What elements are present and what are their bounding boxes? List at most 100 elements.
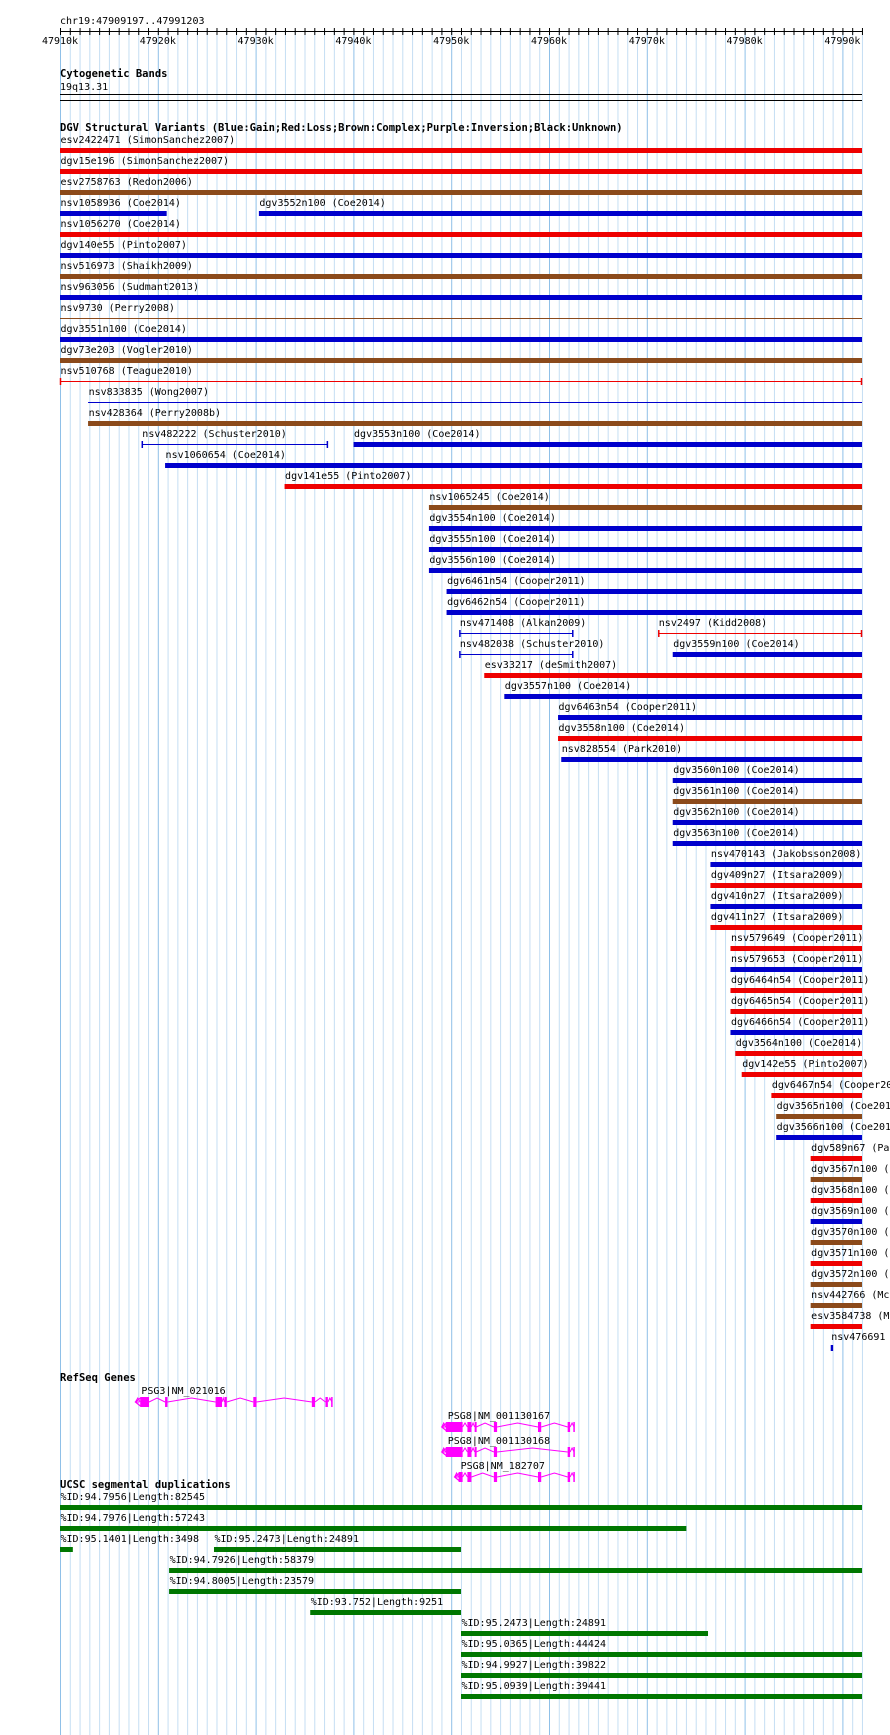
- dgv-variant-bar: [776, 1114, 862, 1119]
- dgv-variant-label: dgv73e203 (Vogler2010): [61, 345, 193, 356]
- dgv-variant[interactable]: dgv3555n100 (Coe2014): [428, 534, 862, 552]
- gene-exon: [537, 1422, 542, 1432]
- dgv-variant[interactable]: nsv442766 (Mc: [810, 1290, 890, 1308]
- dgv-variant[interactable]: dgv409n27 (Itsara2009): [710, 870, 862, 888]
- dgv-variant[interactable]: nsv579653 (Cooper2011): [730, 954, 863, 972]
- dgv-variant[interactable]: nsv482038 (Schuster2010): [459, 639, 604, 658]
- segdup-feature[interactable]: %ID:94.9927|Length:39822: [461, 1660, 862, 1678]
- gene-intron: [441, 1421, 575, 1428]
- segdup-feature[interactable]: %ID:94.8005|Length:23579: [169, 1576, 461, 1594]
- dgv-variant[interactable]: dgv589n67 (Par: [810, 1143, 890, 1161]
- dgv-variant[interactable]: dgv3560n100 (Coe2014): [672, 765, 862, 783]
- dgv-variant-bar: [730, 988, 862, 993]
- dgv-variant[interactable]: dgv3551n100 (Coe2014): [60, 324, 862, 342]
- gene-label: PSG3|NM_021016: [141, 1386, 225, 1397]
- dgv-variant[interactable]: dgv3553n100 (Coe2014): [353, 429, 862, 447]
- dgv-variant[interactable]: nsv471408 (Alkan2009): [459, 618, 586, 637]
- dgv-variant[interactable]: dgv140e55 (Pinto2007): [60, 240, 862, 258]
- segdup-feature[interactable]: %ID:95.1401|Length:3498: [60, 1534, 199, 1552]
- dgv-variant[interactable]: dgv3565n100 (Coe201: [776, 1101, 890, 1119]
- dgv-variant[interactable]: dgv73e203 (Vogler2010): [60, 345, 862, 363]
- dgv-variant[interactable]: nsv579649 (Cooper2011): [730, 933, 863, 951]
- dgv-variant[interactable]: nsv1058936 (Coe2014): [60, 198, 181, 216]
- dgv-variant-label: dgv3561n100 (Coe2014): [673, 786, 799, 797]
- dgv-variant[interactable]: esv2422471 (SimonSanchez2007): [60, 135, 862, 153]
- segdup-feature[interactable]: %ID:93.752|Length:9251: [310, 1597, 461, 1615]
- dgv-variant[interactable]: dgv3556n100 (Coe2014): [428, 555, 862, 573]
- dgv-variant[interactable]: dgv142e55 (Pinto2007): [741, 1059, 869, 1077]
- dgv-variant-label: dgv141e55 (Pinto2007): [285, 471, 411, 482]
- dgv-variant[interactable]: esv33217 (deSmith2007): [484, 660, 862, 678]
- dgv-variant[interactable]: nsv516973 (Shaikh2009): [60, 261, 862, 279]
- gene-exon: [445, 1422, 463, 1432]
- dgv-variant[interactable]: dgv6462n54 (Cooper2011): [446, 597, 862, 615]
- dgv-variant[interactable]: nsv476691: [830, 1332, 886, 1351]
- dgv-variant[interactable]: nsv470143 (Jakobsson2008): [710, 849, 862, 867]
- refseq-gene[interactable]: PSG8|NM_001130167: [440, 1411, 575, 1432]
- dgv-variant[interactable]: dgv15e196 (SimonSanchez2007): [60, 156, 862, 174]
- dgv-variant[interactable]: dgv3570n100 (: [810, 1227, 890, 1245]
- dgv-variant[interactable]: esv2758763 (Redon2006): [60, 177, 862, 195]
- segdup-feature[interactable]: %ID:94.7926|Length:58379: [169, 1555, 862, 1573]
- dgv-variant[interactable]: dgv3558n100 (Coe2014): [558, 723, 862, 741]
- dgv-variant[interactable]: dgv3561n100 (Coe2014): [672, 786, 862, 804]
- dgv-features: esv2422471 (SimonSanchez2007) dgv15e196 (…: [59, 135, 890, 1351]
- dgv-variant[interactable]: dgv3569n100 (: [810, 1206, 890, 1224]
- dgv-variant[interactable]: dgv3552n100 (Coe2014): [258, 198, 862, 216]
- dgv-variant[interactable]: esv3584738 (M: [810, 1311, 890, 1329]
- segdup-feature[interactable]: %ID:95.0939|Length:39441: [461, 1681, 862, 1699]
- segdup-label: %ID:94.8005|Length:23579: [170, 1576, 315, 1587]
- segdup-feature[interactable]: %ID:94.7956|Length:82545: [60, 1492, 862, 1510]
- dgv-variant[interactable]: dgv3563n100 (Coe2014): [672, 828, 862, 846]
- dgv-variant-bar: [672, 820, 862, 825]
- dgv-variant-bar: [60, 274, 862, 279]
- dgv-variant[interactable]: nsv2497 (Kidd2008): [658, 618, 863, 637]
- dgv-variant[interactable]: nsv482222 (Schuster2010): [141, 429, 329, 448]
- dgv-variant[interactable]: dgv6464n54 (Cooper2011): [730, 975, 869, 993]
- dgv-variant[interactable]: nsv833835 (Wong2007): [88, 387, 862, 403]
- dgv-variant[interactable]: dgv3562n100 (Coe2014): [672, 807, 862, 825]
- dgv-variant[interactable]: nsv510768 (Teague2010): [59, 366, 863, 385]
- segdup-bar: [461, 1673, 862, 1678]
- dgv-variant[interactable]: dgv410n27 (Itsara2009): [710, 891, 862, 909]
- refseq-gene[interactable]: PSG8|NM_182707: [453, 1461, 575, 1482]
- refseq-genes: PSG3|NM_021016 PSG8|NM_001130167 PSG8|NM_0…: [134, 1386, 575, 1482]
- cytoband-label: 19q13.31: [60, 82, 108, 93]
- dgv-variant[interactable]: dgv3554n100 (Coe2014): [428, 513, 862, 531]
- dgv-variant[interactable]: dgv3568n100 (: [810, 1185, 890, 1203]
- dgv-variant[interactable]: dgv3564n100 (Coe2014): [735, 1038, 862, 1056]
- dgv-variant-label: esv2758763 (Redon2006): [61, 177, 193, 188]
- dgv-variant[interactable]: dgv3567n100 (: [810, 1164, 890, 1182]
- dgv-variant[interactable]: nsv428364 (Perry2008b): [88, 408, 862, 426]
- dgv-structural-variants-track: DGV Structural Variants (Blue:Gain;Red:L…: [59, 122, 890, 1351]
- dgv-variant[interactable]: dgv141e55 (Pinto2007): [284, 471, 862, 489]
- ruler-tick-label: 47950k: [433, 36, 469, 47]
- dgv-variant-label: nsv1065245 (Coe2014): [429, 492, 549, 503]
- refseq-gene[interactable]: PSG8|NM_001130168: [440, 1436, 575, 1457]
- dgv-variant[interactable]: nsv963056 (Sudmant2013): [60, 282, 862, 300]
- dgv-variant-bar: [428, 505, 862, 510]
- dgv-variant[interactable]: nsv828554 (Park2010): [561, 744, 862, 762]
- gene-exon: [215, 1397, 223, 1407]
- dgv-variant[interactable]: dgv6467n54 (Cooper20: [771, 1080, 890, 1098]
- segdup-feature[interactable]: %ID:95.0365|Length:44424: [461, 1639, 862, 1657]
- segdup-feature[interactable]: %ID:94.7976|Length:57243: [60, 1513, 687, 1531]
- segdup-feature[interactable]: %ID:95.2473|Length:24891: [213, 1534, 461, 1552]
- dgv-variant[interactable]: dgv6463n54 (Cooper2011): [558, 702, 862, 720]
- dgv-variant[interactable]: dgv6461n54 (Cooper2011): [446, 576, 862, 594]
- dgv-variant[interactable]: nsv1056270 (Coe2014): [60, 219, 862, 237]
- dgv-variant[interactable]: dgv6465n54 (Cooper2011): [730, 996, 869, 1014]
- dgv-variant[interactable]: dgv3572n100 (: [810, 1269, 890, 1287]
- dgv-variant[interactable]: dgv411n27 (Itsara2009): [710, 912, 862, 930]
- dgv-variant[interactable]: nsv1065245 (Coe2014): [428, 492, 862, 510]
- refseq-gene[interactable]: PSG3|NM_021016: [134, 1386, 333, 1407]
- dgv-variant[interactable]: dgv3559n100 (Coe2014): [672, 639, 862, 657]
- dgv-variant-bar: [446, 610, 862, 615]
- dgv-variant[interactable]: nsv1060654 (Coe2014): [165, 450, 862, 468]
- dgv-variant[interactable]: nsv9730 (Perry2008): [60, 303, 862, 319]
- dgv-variant[interactable]: dgv3571n100 (: [810, 1248, 890, 1266]
- dgv-variant[interactable]: dgv3566n100 (Coe201: [776, 1122, 890, 1140]
- dgv-variant[interactable]: dgv6466n54 (Cooper2011): [730, 1017, 869, 1035]
- segdup-feature[interactable]: %ID:95.2473|Length:24891: [461, 1618, 709, 1636]
- dgv-variant[interactable]: dgv3557n100 (Coe2014): [504, 681, 862, 699]
